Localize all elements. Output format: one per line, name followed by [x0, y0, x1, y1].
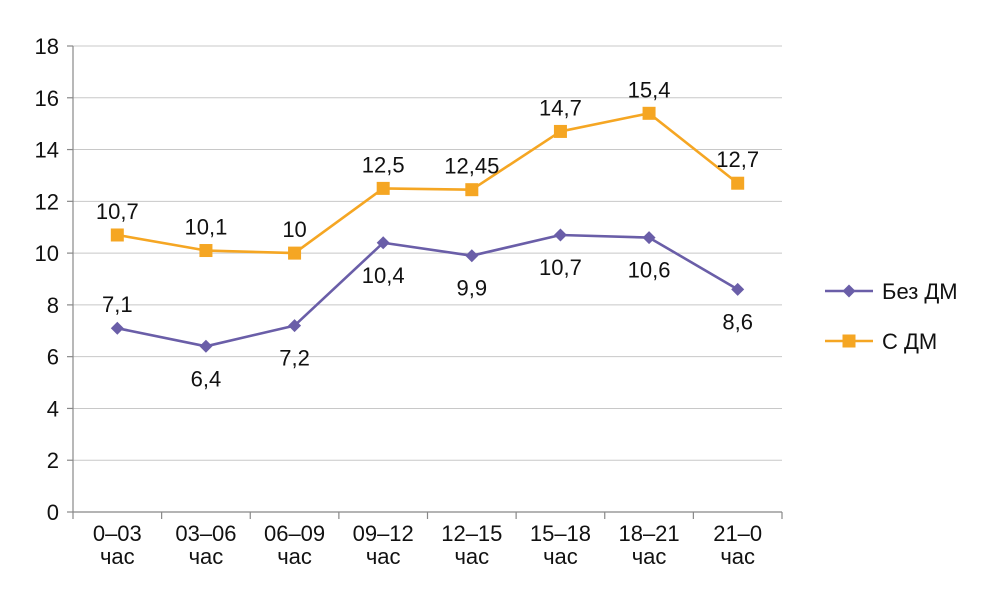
- series-2-point: [642, 106, 656, 120]
- x-tick-label: 0–03: [93, 521, 142, 546]
- y-tick-label: 10: [35, 241, 59, 266]
- x-tick-label: час: [720, 544, 755, 569]
- y-tick-label: 4: [47, 396, 59, 421]
- data-label: 9,9: [457, 276, 488, 301]
- series-2-point: [731, 176, 745, 190]
- x-tick-label: 09–12: [353, 521, 414, 546]
- data-label: 8,6: [722, 309, 753, 334]
- data-label: 7,1: [102, 292, 133, 317]
- legend-series-2-label: С ДМ: [882, 329, 937, 354]
- data-label: 12,5: [362, 152, 405, 177]
- data-label: 10,7: [539, 255, 582, 280]
- series-1-point: [199, 339, 213, 353]
- x-tick-label: 12–15: [441, 521, 502, 546]
- series-2-point: [199, 244, 213, 258]
- y-tick-label: 14: [35, 138, 59, 163]
- series-2-line: [117, 112, 739, 255]
- x-tick-label: 21–0: [713, 521, 762, 546]
- y-tick-label: 6: [47, 345, 59, 370]
- series-1-line: [117, 233, 739, 348]
- series-1-point: [376, 236, 390, 250]
- x-tick-label: 03–06: [175, 521, 236, 546]
- series-2-point: [465, 183, 479, 197]
- legend: Без ДМ С ДМ: [825, 279, 958, 354]
- series-2-point: [553, 124, 567, 138]
- series-layer: [110, 106, 745, 353]
- grid: [73, 45, 782, 461]
- y-tick-label: 8: [47, 293, 59, 318]
- data-label: 10,7: [96, 199, 139, 224]
- axes: 0246810121416180–03час03–06час06–09час09…: [35, 34, 783, 569]
- y-tick-label: 18: [35, 34, 59, 59]
- x-tick-label: час: [100, 544, 135, 569]
- series-2-point: [288, 246, 302, 260]
- y-tick-label: 12: [35, 189, 59, 214]
- data-label: 6,4: [191, 366, 222, 391]
- data-label: 7,2: [279, 346, 310, 371]
- x-tick-label: 06–09: [264, 521, 325, 546]
- data-label: 10: [282, 217, 306, 242]
- series-1-point: [288, 319, 302, 333]
- series-1-point: [110, 321, 124, 335]
- y-tick-label: 0: [47, 500, 59, 525]
- series-2-point: [376, 181, 390, 195]
- legend-series-1-point: [842, 284, 856, 298]
- legend-series-2-point: [842, 334, 856, 348]
- series-1-point: [731, 282, 745, 296]
- series-1-point: [465, 249, 479, 263]
- y-tick-label: 2: [47, 448, 59, 473]
- x-tick-label: час: [454, 544, 489, 569]
- x-tick-label: час: [189, 544, 224, 569]
- data-label: 14,7: [539, 95, 582, 120]
- y-tick-label: 16: [35, 86, 59, 111]
- x-tick-label: 15–18: [530, 521, 591, 546]
- data-label: 12,7: [716, 147, 759, 172]
- x-tick-label: 18–21: [618, 521, 679, 546]
- data-labels: 7,1 6,4 7,2 10,4 9,9 10,7 10,6 8,6 10,7 10,1 10 12,…: [96, 77, 759, 391]
- series-1-point: [553, 228, 567, 242]
- x-tick-label: час: [543, 544, 578, 569]
- data-label: 12,45: [444, 154, 499, 179]
- series-2-point: [110, 228, 124, 242]
- legend-series-1-label: Без ДМ: [882, 279, 958, 304]
- x-tick-label: час: [366, 544, 401, 569]
- series-1-point: [642, 231, 656, 245]
- data-label: 10,4: [362, 263, 405, 288]
- data-label: 15,4: [628, 77, 671, 102]
- data-label: 10,6: [628, 258, 671, 283]
- data-label: 10,1: [185, 215, 228, 240]
- x-tick-label: час: [277, 544, 312, 569]
- x-tick-label: час: [632, 544, 667, 569]
